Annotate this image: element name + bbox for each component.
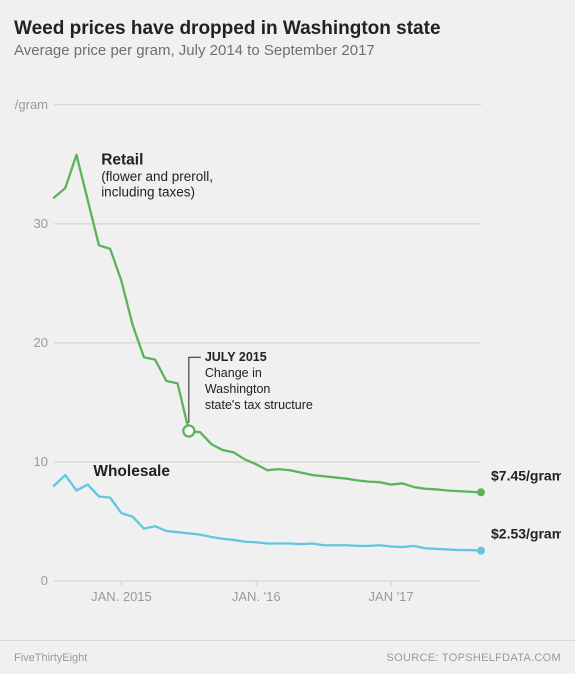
svg-text:JAN '17: JAN '17 — [369, 589, 414, 604]
svg-text:JULY 2015: JULY 2015 — [205, 350, 267, 364]
chart-title: Weed prices have dropped in Washington s… — [14, 18, 561, 40]
svg-text:Retail: Retail — [101, 151, 143, 168]
svg-text:30: 30 — [34, 216, 48, 231]
svg-text:10: 10 — [34, 454, 48, 469]
footer-source: SOURCE: TOPSHELFDATA.COM — [387, 652, 561, 664]
svg-text:Change in: Change in — [205, 366, 262, 380]
footer-brand: FiveThirtyEight — [14, 652, 87, 664]
svg-text:JAN. '16: JAN. '16 — [232, 589, 281, 604]
svg-text:including taxes): including taxes) — [101, 184, 195, 199]
svg-text:JAN. 2015: JAN. 2015 — [91, 589, 152, 604]
svg-text:Washington: Washington — [205, 382, 271, 396]
chart-svg: 0 10 20 30 $40/gram JAN. 2015 JAN. '16 JAN '17 $… — [14, 71, 561, 619]
svg-text:(flower and preroll,: (flower and preroll, — [101, 169, 213, 184]
svg-text:$7.45/gram: $7.45/gram — [491, 467, 561, 483]
svg-text:0: 0 — [41, 573, 48, 588]
chart-container: Weed prices have dropped in Washington s… — [0, 0, 575, 674]
svg-text:Wholesale: Wholesale — [93, 463, 170, 480]
footer: FiveThirtyEight SOURCE: TOPSHELFDATA.COM — [0, 640, 575, 674]
svg-text:$2.53/gram: $2.53/gram — [491, 526, 561, 542]
svg-text:state's tax structure: state's tax structure — [205, 398, 313, 412]
plot-area: 0 10 20 30 $40/gram JAN. 2015 JAN. '16 JAN '17 $… — [14, 71, 561, 619]
chart-subtitle: Average price per gram, July 2014 to Sep… — [14, 42, 561, 59]
svg-text:$40/gram: $40/gram — [14, 97, 48, 112]
svg-text:20: 20 — [34, 335, 48, 350]
